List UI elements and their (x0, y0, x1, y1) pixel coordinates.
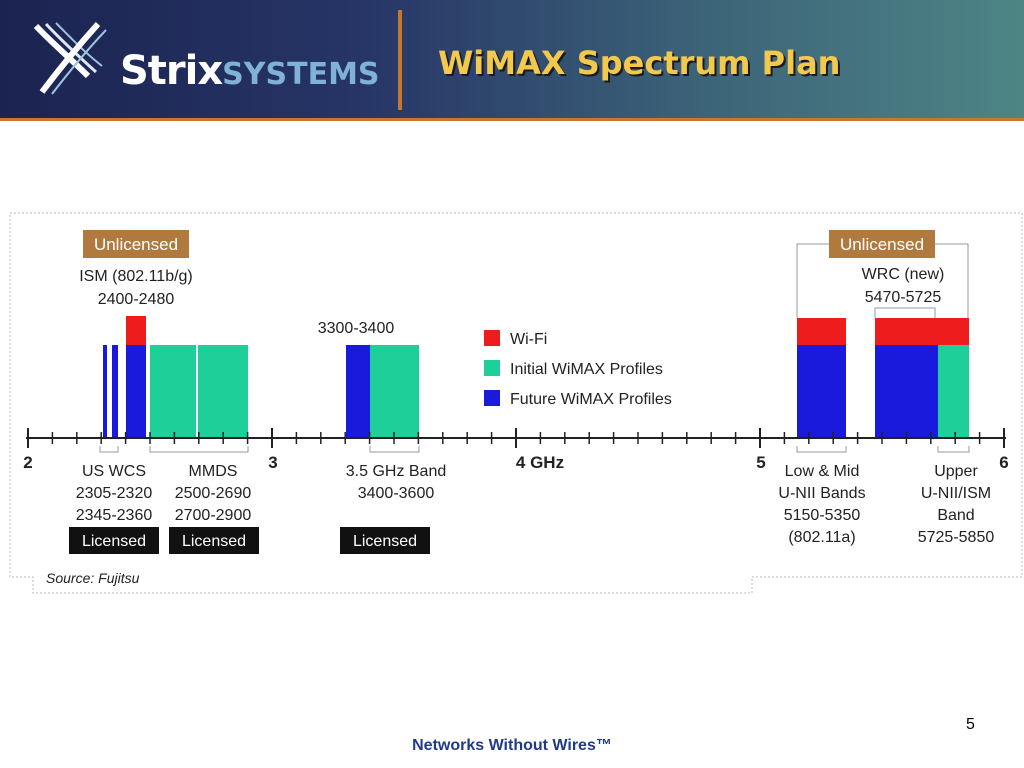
mmds-label: MMDS (189, 463, 238, 480)
unii-upper-label-3: Band (937, 507, 974, 524)
wrc-name-label: WRC (new) (862, 266, 945, 283)
licensed-badge-mmds-text: Licensed (182, 533, 246, 550)
band-35-range: 3400-3600 (358, 485, 435, 502)
us-wcs-range-2: 2345-2360 (76, 507, 153, 524)
unii-low-mid-label-1: Low & Mid (785, 463, 860, 480)
licensed-badge-mmds (169, 527, 259, 554)
band-3300-label: 3300-3400 (318, 320, 395, 337)
figure-frame (9, 212, 1023, 594)
legend-initial-swatch (484, 360, 500, 376)
unlicensed-right-bracket (796, 243, 969, 318)
header-divider (398, 10, 402, 110)
unii-low-mid-range: 5150-5350 (784, 507, 861, 524)
tick-label-4ghz: 4 GHz (516, 453, 564, 472)
strix-logo: StrixSYSTEMS (28, 14, 388, 104)
ism-range-label: 2400-2480 (98, 291, 175, 308)
band-ism-future (126, 345, 146, 438)
us-wcs-label: US WCS (82, 463, 146, 480)
bracket-unii-low (796, 446, 847, 453)
tick-label-6: 6 (999, 453, 1008, 472)
unii-low-mid-label-2: U-NII Bands (778, 485, 865, 502)
unlicensed-badge-left (83, 230, 189, 258)
unii-low-mid-note: (802.11a) (788, 529, 855, 546)
bracket-us-wcs (99, 446, 119, 453)
band-wrc-future (875, 345, 938, 438)
logo-systems-text: SYSTEMS (222, 57, 380, 92)
licensed-badge-35ghz (340, 527, 430, 554)
legend-future-swatch (484, 390, 500, 406)
header-bar (0, 0, 1024, 118)
bracket-unii-upper (937, 446, 970, 453)
band-unii-low-wifi (797, 318, 846, 345)
mmds-range-2: 2700-2900 (175, 507, 252, 524)
unii-upper-label-2: U-NII/ISM (921, 485, 991, 502)
band-wrc-wifi (875, 318, 969, 345)
mmds-range-1: 2500-2690 (175, 485, 252, 502)
licensed-badge-35ghz-text: Licensed (353, 533, 417, 550)
band-us-wcs-2 (112, 345, 118, 438)
logo-wordmark: StrixSYSTEMS (120, 48, 380, 94)
legend-wifi-swatch (484, 330, 500, 346)
slide-title: WiMAX Spectrum Plan (438, 44, 841, 82)
band-us-wcs-1 (103, 345, 107, 438)
tick-label-2: 2 (23, 453, 32, 472)
band-upper-unii-initial (938, 345, 969, 438)
unlicensed-badge-right (829, 230, 935, 258)
band-35-label: 3.5 GHz Band (346, 463, 447, 480)
band-mmds-2 (198, 345, 248, 438)
unlicensed-badge-left-text: Unlicensed (94, 235, 178, 254)
header-underline (0, 118, 1024, 121)
footer-tagline: Networks Without Wires™ (412, 737, 612, 754)
source-note: Source: Fujitsu (46, 570, 140, 586)
legend-initial-label: Initial WiMAX Profiles (510, 361, 663, 378)
tick-label-3: 3 (268, 453, 277, 472)
unii-upper-range: 5725-5850 (918, 529, 995, 546)
band-ism-wifi (126, 316, 146, 345)
band-3300-future (346, 345, 370, 438)
bracket-35ghz (369, 446, 420, 453)
wrc-bracket (874, 307, 936, 318)
legend-future-label: Future WiMAX Profiles (510, 391, 672, 408)
licensed-badge-us-wcs-text: Licensed (82, 533, 146, 550)
band-mmds-1 (150, 345, 196, 438)
licensed-badge-us-wcs (69, 527, 159, 554)
band-35ghz-initial (370, 345, 419, 438)
page-number: 5 (966, 716, 975, 733)
tick-label-5: 5 (756, 453, 765, 472)
strix-x-icon (33, 21, 107, 95)
wrc-range-label: 5470-5725 (865, 289, 942, 306)
unii-upper-label-1: Upper (934, 463, 978, 480)
us-wcs-range-1: 2305-2320 (76, 485, 153, 502)
bracket-mmds (149, 446, 249, 453)
legend-wifi-label: Wi-Fi (510, 331, 547, 348)
unlicensed-badge-right-text: Unlicensed (840, 235, 924, 254)
ism-name-label: ISM (802.11b/g) (79, 268, 193, 285)
axis-ticks (27, 428, 1005, 448)
band-unii-low-future (797, 345, 846, 438)
logo-strix-text: Strix (120, 48, 223, 94)
